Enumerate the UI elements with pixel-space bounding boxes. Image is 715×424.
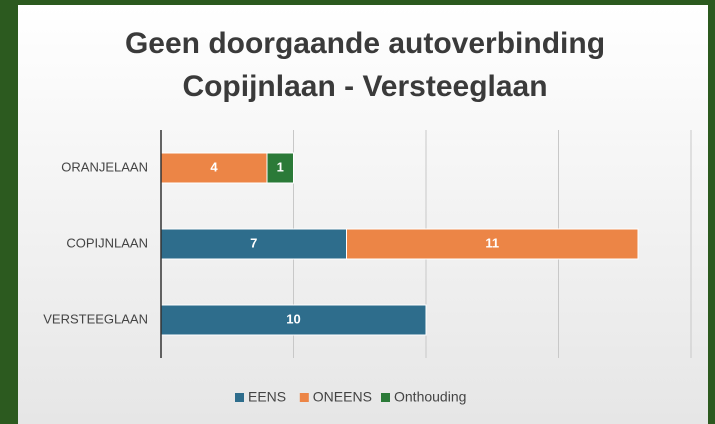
bar: [160, 304, 427, 336]
y-tick-label: VERSTEEGLAAN: [43, 311, 148, 326]
value-label: 1: [277, 159, 284, 174]
bar: [346, 228, 639, 260]
value-label: 11: [485, 235, 499, 250]
legend-swatch: [235, 393, 244, 402]
y-tick-label: COPIJNLAAN: [66, 235, 148, 250]
chart-title: Geen doorgaande autoverbinding: [125, 27, 605, 60]
y-tick-label: ORANJELAAN: [61, 159, 148, 174]
value-label: 7: [250, 235, 257, 250]
value-label: 10: [286, 311, 300, 326]
legend-label: EENS: [248, 389, 286, 405]
chart-title: Copijnlaan - Versteeglaan: [182, 70, 547, 103]
legend-swatch: [299, 393, 309, 402]
chart-panel: [18, 5, 708, 424]
bar: [266, 152, 294, 184]
legend-label: ONEENS: [313, 389, 372, 405]
value-label: 4: [210, 159, 218, 174]
legend-swatch: [381, 393, 390, 402]
legend-label: Onthouding: [394, 389, 466, 405]
